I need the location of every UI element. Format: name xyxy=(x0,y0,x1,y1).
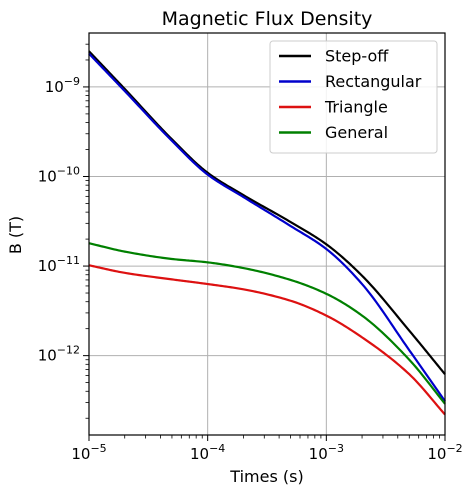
y-tick-label: 10−9 xyxy=(45,75,80,96)
axis-ticks: 10−5 10−4 10−3 10−2 10−12 10−11 10−10 10−9 xyxy=(38,43,463,463)
plot-frame xyxy=(88,32,446,436)
legend-label-rectangular: Rectangular xyxy=(325,72,422,91)
x-tick-label: 10−3 xyxy=(309,442,344,463)
series-line-general xyxy=(88,242,446,405)
legend-label-general: General xyxy=(325,123,388,142)
series-lines xyxy=(88,50,446,416)
y-axis-label: B (T) xyxy=(6,216,25,254)
legend-label-triangle: Triangle xyxy=(324,98,388,117)
series-line-triangle xyxy=(88,264,446,416)
y-tick-label: 10−10 xyxy=(38,164,80,185)
legend-label-step-off: Step-off xyxy=(325,47,389,66)
legend-box xyxy=(269,40,438,154)
y-tick-label: 10−11 xyxy=(38,254,80,275)
x-tick-label: 10−5 xyxy=(71,442,106,463)
series-line-step-off xyxy=(88,50,446,375)
legend: Step-off Rectangular Triangle General xyxy=(269,40,438,154)
series-line-rectangular xyxy=(88,52,446,402)
x-tick-label: 10−4 xyxy=(190,442,225,463)
x-tick-label: 10−2 xyxy=(427,442,462,463)
x-axis-label: Times (s) xyxy=(229,467,303,486)
y-tick-label: 10−12 xyxy=(38,344,80,365)
chart-title: Magnetic Flux Density xyxy=(162,8,373,30)
